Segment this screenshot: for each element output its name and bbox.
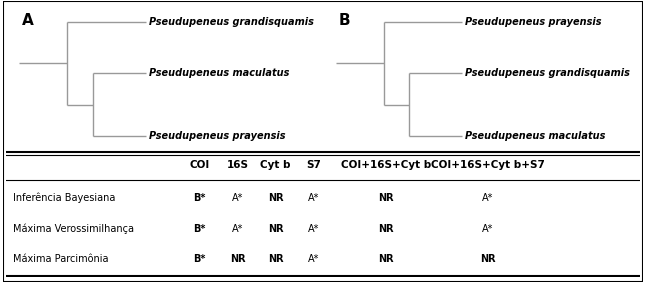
- Text: Cyt b: Cyt b: [260, 160, 291, 170]
- Text: A*: A*: [307, 224, 319, 234]
- Text: NR: NR: [267, 224, 284, 234]
- Text: NR: NR: [379, 254, 394, 264]
- Text: A: A: [22, 12, 34, 27]
- Text: NR: NR: [267, 254, 284, 264]
- Text: Pseudupeneus prayensis: Pseudupeneus prayensis: [149, 131, 286, 141]
- Text: B*: B*: [193, 224, 205, 234]
- Text: COI+16S+Cyt b+S7: COI+16S+Cyt b+S7: [431, 160, 545, 170]
- Text: A*: A*: [482, 224, 494, 234]
- Text: Pseudupeneus grandisquamis: Pseudupeneus grandisquamis: [465, 68, 630, 78]
- Text: NR: NR: [480, 254, 495, 264]
- Text: A*: A*: [482, 193, 494, 203]
- Text: Máxima Verossimilhança: Máxima Verossimilhança: [13, 224, 134, 234]
- Text: Inferência Bayesiana: Inferência Bayesiana: [13, 193, 115, 203]
- Text: A*: A*: [307, 193, 319, 203]
- Text: A*: A*: [232, 224, 244, 234]
- Text: COI+16S+Cyt b: COI+16S+Cyt b: [341, 160, 432, 170]
- Text: Pseudupeneus maculatus: Pseudupeneus maculatus: [149, 68, 289, 78]
- Text: S7: S7: [306, 160, 321, 170]
- Text: Pseudupeneus grandisquamis: Pseudupeneus grandisquamis: [149, 17, 314, 27]
- Text: Pseudupeneus maculatus: Pseudupeneus maculatus: [465, 131, 606, 141]
- Text: NR: NR: [379, 224, 394, 234]
- Text: NR: NR: [230, 254, 245, 264]
- Text: Pseudupeneus prayensis: Pseudupeneus prayensis: [465, 17, 602, 27]
- Text: B*: B*: [193, 254, 205, 264]
- Text: NR: NR: [379, 193, 394, 203]
- Text: Máxima Parcimônia: Máxima Parcimônia: [13, 254, 109, 264]
- Text: B: B: [339, 12, 350, 27]
- Text: NR: NR: [267, 193, 284, 203]
- Text: COI: COI: [189, 160, 210, 170]
- Text: A*: A*: [307, 254, 319, 264]
- Text: 16S: 16S: [227, 160, 249, 170]
- Text: B*: B*: [193, 193, 205, 203]
- Text: A*: A*: [232, 193, 244, 203]
